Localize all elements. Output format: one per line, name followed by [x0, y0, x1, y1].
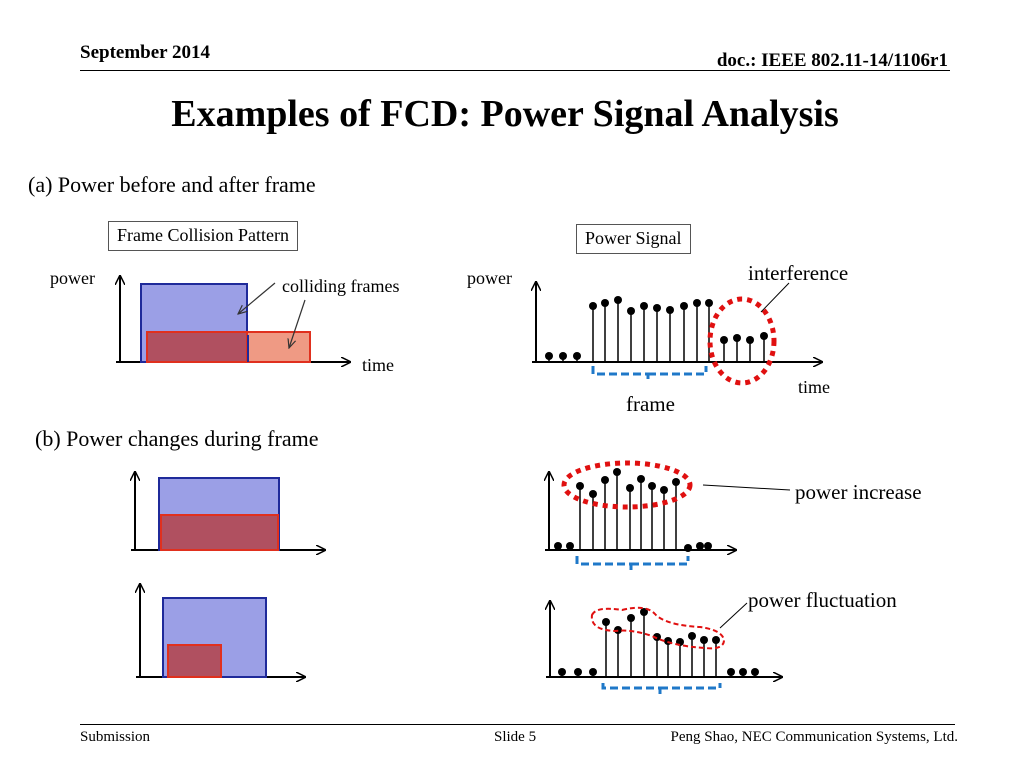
sample-dot	[545, 352, 553, 360]
power-fluctuation-signal	[546, 601, 782, 695]
interference-annotation: interference	[748, 261, 849, 285]
sample-dot	[640, 302, 648, 310]
sample-dot	[627, 307, 635, 315]
sample-dot	[602, 618, 610, 626]
signal-x-axis-label: time	[798, 377, 830, 397]
sample-dot	[554, 542, 562, 550]
sample-dot	[626, 484, 634, 492]
sample-dot	[614, 296, 622, 304]
power-signal-label: Power Signal	[576, 224, 691, 254]
collision-x-axis-label: time	[362, 355, 394, 375]
sample-dot	[614, 626, 622, 634]
signal-y-axis-label: power	[467, 268, 512, 288]
sample-dot	[559, 352, 567, 360]
collision-y-axis-label: power	[50, 268, 95, 288]
sample-dot	[700, 636, 708, 644]
interference-circle	[707, 296, 777, 386]
sample-dot	[653, 633, 661, 641]
sample-dot	[739, 668, 747, 676]
sample-dot	[720, 336, 728, 344]
footer-submission: Submission	[80, 729, 151, 745]
sample-dot	[660, 486, 668, 494]
slide-title: Examples of FCD: Power Signal Analysis	[171, 93, 839, 135]
header-doc-id: doc.: IEEE 802.11-14/1106r1	[716, 50, 948, 71]
sample-dot	[693, 299, 701, 307]
frame-annotation: frame	[626, 392, 675, 416]
power-increase-signal	[545, 460, 791, 572]
sample-dot	[558, 668, 566, 676]
power-fluctuation-outline	[590, 606, 726, 650]
sample-dot	[688, 632, 696, 640]
sample-dot	[680, 302, 688, 310]
header-date: September 2014	[80, 42, 210, 63]
header-divider	[80, 70, 950, 71]
power-increase-annotation: power increase	[795, 480, 922, 504]
collision-pattern-diagram	[116, 276, 350, 362]
signal-samples	[554, 468, 712, 552]
footer-slide-number: Slide 5	[494, 729, 537, 745]
sample-dot	[751, 668, 759, 676]
sample-dot	[705, 299, 713, 307]
sample-dot	[653, 304, 661, 312]
sample-dot	[589, 668, 597, 676]
sample-dot	[712, 636, 720, 644]
frame-collision-pattern-label: Frame Collision Pattern	[108, 221, 298, 251]
sample-dot	[746, 336, 754, 344]
power-increase-circle	[561, 460, 693, 510]
signal-samples	[558, 608, 759, 677]
sample-dot	[704, 542, 712, 550]
sample-dot	[589, 490, 597, 498]
footer-author: Peng Shao, NEC Communication Systems, Lt…	[670, 729, 959, 745]
sample-dot	[627, 614, 635, 622]
sample-dot	[672, 478, 680, 486]
sample-dot	[574, 668, 582, 676]
power-fluctuation-annotation: power fluctuation	[748, 588, 897, 612]
sample-dot	[696, 542, 704, 550]
footer-divider	[80, 724, 955, 725]
signal-samples	[545, 296, 768, 362]
section-a-heading: (a) Power before and after frame	[28, 172, 316, 197]
frame-brace	[591, 366, 708, 382]
colliding-frames-annotation: colliding frames	[282, 276, 400, 296]
frame-brace	[575, 556, 690, 572]
sample-dot	[613, 468, 621, 476]
sample-dot	[601, 476, 609, 484]
sample-dot	[684, 544, 692, 552]
power-fluctuation-pattern	[136, 584, 305, 677]
sample-dot	[666, 306, 674, 314]
section-b-heading: (b) Power changes during frame	[35, 426, 319, 451]
sample-dot	[601, 299, 609, 307]
sample-dot	[640, 608, 648, 616]
sample-dot	[648, 482, 656, 490]
frame-b-orange	[246, 331, 311, 363]
power-increase-pattern	[131, 472, 325, 550]
sample-dot	[727, 668, 735, 676]
sample-dot	[589, 302, 597, 310]
sample-dot	[637, 475, 645, 483]
sample-dot	[576, 482, 584, 490]
sample-dot	[760, 332, 768, 340]
sample-dot	[573, 352, 581, 360]
frame-overlap	[146, 331, 248, 363]
frame-brace	[601, 683, 722, 695]
power-signal-diagram	[532, 282, 822, 386]
sample-dot	[733, 334, 741, 342]
sample-dot	[566, 542, 574, 550]
